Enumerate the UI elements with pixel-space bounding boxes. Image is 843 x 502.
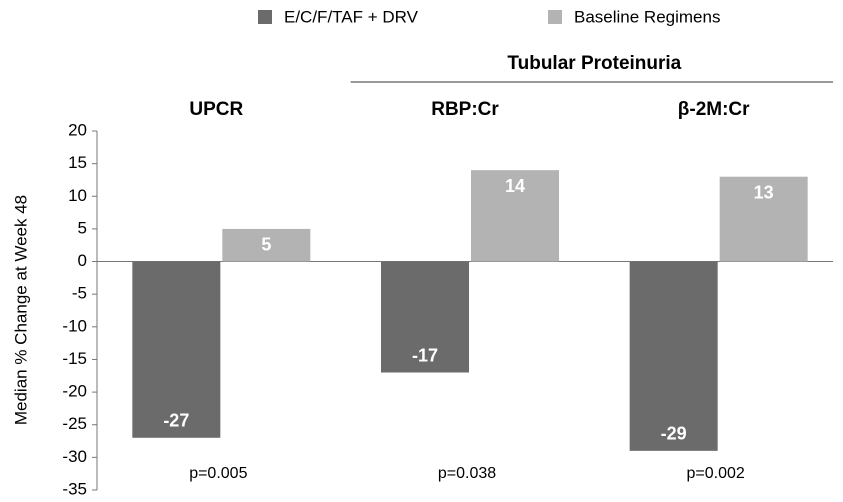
legend-swatch [258,10,272,24]
y-tick-label: 10 [68,186,87,205]
y-tick-label: -10 [62,316,87,335]
bar [381,261,469,373]
legend-label: Baseline Regimens [574,7,720,26]
group-label: Tubular Proteinuria [507,53,681,74]
legend-swatch [548,10,562,24]
y-tick-label: -20 [62,382,87,401]
y-tick-label: -30 [62,447,87,466]
category-label: RBP:Cr [431,99,499,120]
y-tick-label: -35 [62,479,87,498]
category-label: β-2M:Cr [678,99,750,120]
bar [132,261,221,438]
y-tick-label: -25 [62,414,87,433]
value-label: 13 [754,182,774,202]
bar [629,261,718,451]
p-value: p=0.005 [189,465,247,482]
p-value: p=0.002 [687,465,745,482]
bar [471,170,559,262]
legend-label: E/C/F/TAF + DRV [284,7,419,26]
value-label: -27 [163,411,189,431]
bar [222,228,311,262]
category-label: UPCR [189,99,243,120]
value-label: -17 [412,345,438,365]
value-label: -29 [661,424,687,444]
p-value: p=0.038 [438,465,496,482]
y-tick-label: -15 [62,349,87,368]
y-axis-title: Median % Change at Week 48 [11,195,30,425]
y-tick-label: 0 [78,251,87,270]
value-label: 14 [505,176,525,196]
value-label: 5 [261,235,271,255]
bar [719,176,808,262]
y-tick-label: 15 [68,153,87,172]
y-tick-label: 20 [68,120,87,139]
y-tick-label: 5 [78,218,87,237]
y-tick-label: -5 [72,284,87,303]
